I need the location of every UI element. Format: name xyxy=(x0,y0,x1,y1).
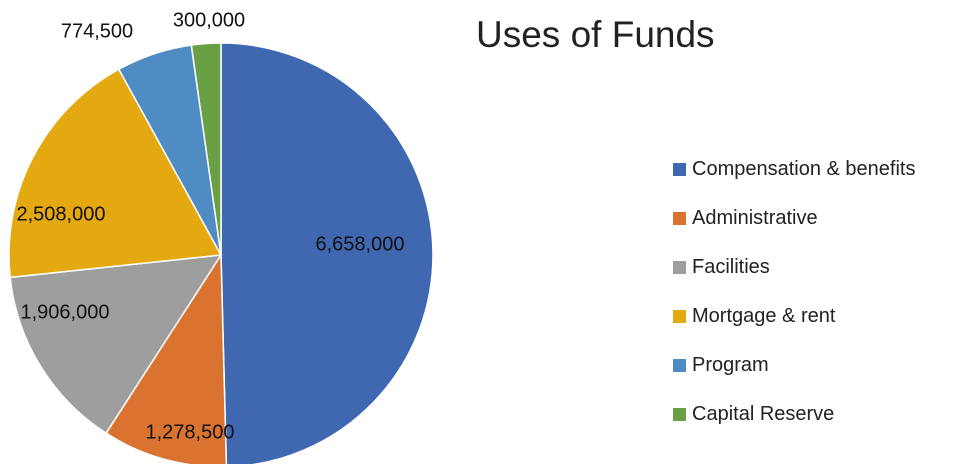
legend-swatch xyxy=(673,310,686,323)
legend-item-capital-reserve: Capital Reserve xyxy=(673,390,973,439)
legend-swatch xyxy=(673,408,686,421)
pie-slice-labels: 6,658,000 1,278,500 1,906,000 2,508,000 774,… xyxy=(17,9,405,443)
slice-value-label-capital-reserve: 300,000 xyxy=(173,9,245,31)
legend-item-administrative: Administrative xyxy=(673,194,973,243)
pie-slice-administrative xyxy=(105,252,228,464)
chart-legend: Compensation & benefits Administrative F… xyxy=(673,145,973,439)
pie-slice-mortgage-rent xyxy=(8,68,223,279)
pie-slice-compensation-benefits xyxy=(220,42,434,464)
legend-swatch xyxy=(673,163,686,176)
slice-value-label-mortgage-rent: 2,508,000 xyxy=(17,203,106,225)
legend-item-compensation-benefits: Compensation & benefits xyxy=(673,145,973,194)
legend-item-mortgage-rent: Mortgage & rent xyxy=(673,292,973,341)
legend-item-facilities: Facilities xyxy=(673,243,973,292)
legend-label: Capital Reserve xyxy=(692,403,835,425)
slice-value-label-compensation-benefits: 6,658,000 xyxy=(316,233,405,255)
slice-value-label-program: 774,500 xyxy=(61,20,133,42)
legend-item-program: Program xyxy=(673,341,973,390)
legend-label: Program xyxy=(692,354,769,376)
pie-slice-capital-reserve xyxy=(190,42,222,256)
legend-label: Compensation & benefits xyxy=(692,158,916,180)
slice-value-label-facilities: 1,906,000 xyxy=(21,301,110,323)
legend-label: Mortgage & rent xyxy=(692,305,836,327)
chart-title: Uses of Funds xyxy=(476,14,715,55)
pie-slice-facilities xyxy=(9,254,223,435)
pie-slices xyxy=(8,42,434,464)
slice-value-label-administrative: 1,278,500 xyxy=(146,421,235,443)
legend-label: Facilities xyxy=(692,256,770,278)
legend-label: Administrative xyxy=(692,207,818,229)
legend-swatch xyxy=(673,212,686,225)
legend-swatch xyxy=(673,261,686,274)
legend-swatch xyxy=(673,359,686,372)
